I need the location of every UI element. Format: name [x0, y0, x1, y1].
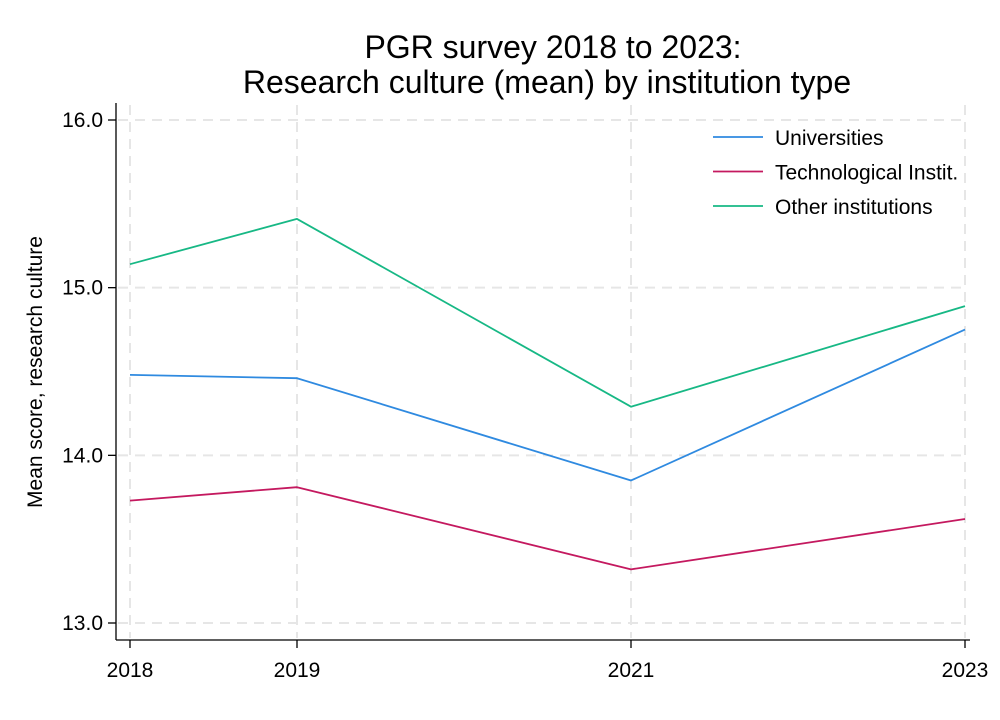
legend-label: Technological Instit.: [775, 162, 958, 185]
y-tick-label: 16.0: [62, 109, 103, 132]
y-tick-label: 14.0: [62, 444, 103, 467]
axes: [115, 103, 970, 641]
legend-label: Other institutions: [775, 196, 933, 219]
x-tick-label: 2019: [274, 659, 321, 682]
series-line-other-institutions: [129, 218, 966, 408]
y-axis-ticks: 13.0 14.0 15.0 16.0: [62, 109, 116, 635]
legend-label: Universities: [775, 127, 884, 150]
y-tick-label: 15.0: [62, 277, 103, 300]
y-axis-label: Mean score, research culture: [24, 236, 47, 508]
series-line-universities: [129, 328, 966, 482]
chart-title-line-2: Research culture (mean) by institution t…: [243, 64, 851, 100]
chart-title-line-1: PGR survey 2018 to 2023:: [364, 29, 741, 65]
x-tick-label: 2021: [608, 659, 655, 682]
x-tick-label: 2023: [942, 659, 989, 682]
y-tick-label: 13.0: [62, 612, 103, 635]
series-line-technological-instit: [129, 486, 966, 571]
legend: Universities Technological Instit. Other i…: [713, 127, 958, 219]
gridlines: [118, 105, 968, 638]
chart-title: PGR survey 2018 to 2023: Research cultur…: [243, 29, 851, 100]
x-axis-ticks: 2018 2019 2021 2023: [107, 640, 989, 682]
series-lines: [129, 218, 966, 571]
x-tick-label: 2018: [107, 659, 154, 682]
